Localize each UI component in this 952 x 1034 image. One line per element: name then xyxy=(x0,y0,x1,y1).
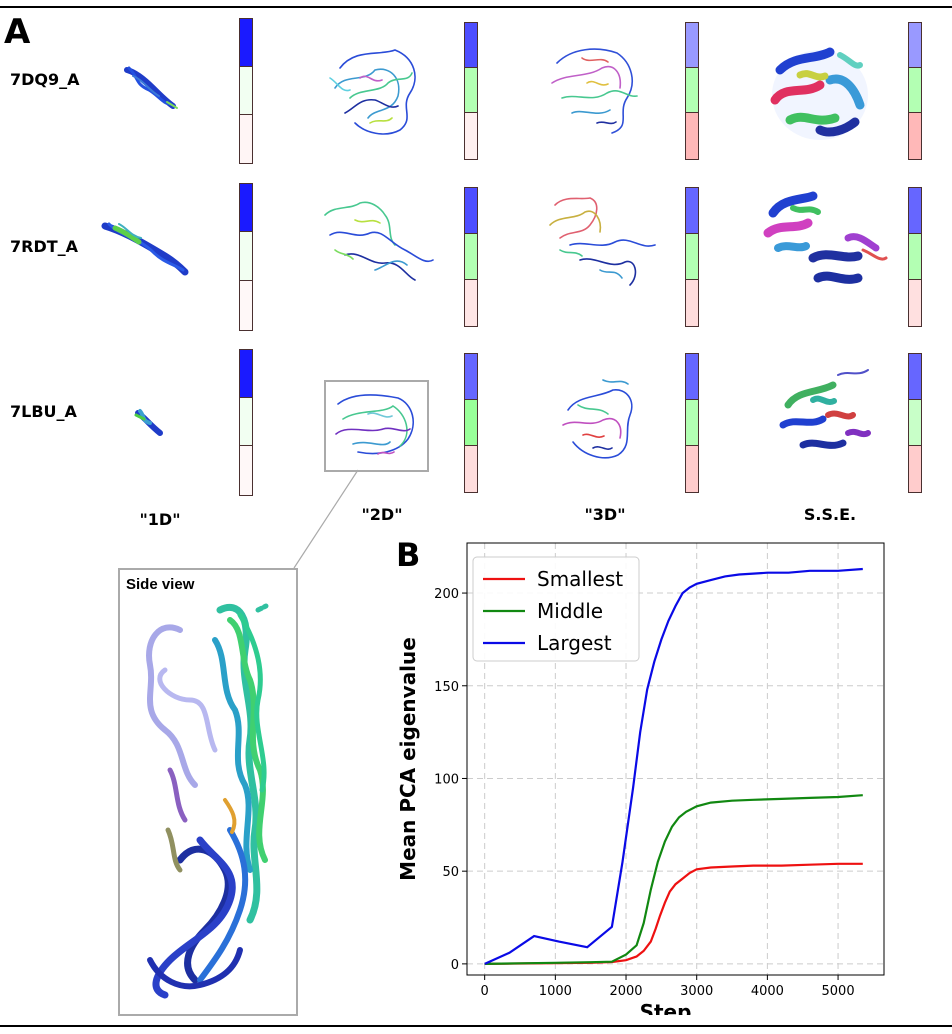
bar-segment xyxy=(240,232,252,281)
col-label-1d: "1D" xyxy=(139,510,181,529)
bar-segment xyxy=(465,188,477,234)
pca-eigenvalue-chart: 0 1000 2000 3000 4000 5000 0 50 100 150 200 Step Mea… xyxy=(396,542,885,1015)
protein-7dq9-1d xyxy=(124,66,178,109)
protein-7lbu-sse xyxy=(779,369,871,449)
bar-7lbu-3d xyxy=(685,353,699,493)
bar-segment xyxy=(909,234,921,280)
series-line-smallest xyxy=(484,862,863,965)
legend-label-largest: Largest xyxy=(537,631,612,655)
x-tick-label: 0 xyxy=(481,984,489,999)
panel-b-label: B xyxy=(396,536,421,574)
panel-a-label: A xyxy=(4,12,31,52)
x-tick-label: 5000 xyxy=(822,984,855,999)
y-tick-label: 50 xyxy=(442,865,459,880)
bar-segment xyxy=(240,350,252,398)
bar-segment xyxy=(240,115,252,163)
x-tick-label: 4000 xyxy=(751,984,784,999)
bar-segment xyxy=(686,354,698,400)
bar-segment xyxy=(465,446,477,492)
protein-7rdt-3d xyxy=(549,197,656,286)
y-tick-label: 0 xyxy=(451,958,459,973)
protein-7rdt-2d xyxy=(324,201,434,281)
bar-segment xyxy=(465,280,477,326)
bar-segment xyxy=(686,234,698,280)
series-line-middle xyxy=(484,794,863,965)
y-axis-label: Mean PCA eigenvalue xyxy=(396,637,420,881)
protein-7lbu-2d xyxy=(335,394,414,455)
row-label-7lbu: 7LBU_A xyxy=(10,402,77,421)
bar-segment xyxy=(240,398,252,446)
bar-segment xyxy=(240,281,252,330)
bar-segment xyxy=(686,400,698,446)
bar-segment xyxy=(240,446,252,495)
bottom-rule xyxy=(0,1025,952,1027)
bar-7dq9-sse xyxy=(908,22,922,160)
top-rule xyxy=(0,6,952,8)
bar-7rdt-1d xyxy=(239,183,253,331)
col-label-3d: "3D" xyxy=(584,505,626,524)
protein-7dq9-3d xyxy=(551,48,638,134)
side-view-render xyxy=(146,603,269,999)
bar-7rdt-2d xyxy=(464,187,478,327)
bar-segment xyxy=(240,67,252,115)
bar-segment xyxy=(465,23,477,68)
y-tick-label: 200 xyxy=(434,587,459,602)
bar-segment xyxy=(909,446,921,492)
x-axis-label: Step xyxy=(640,1000,692,1015)
bar-segment xyxy=(686,113,698,159)
bar-7lbu-1d xyxy=(239,349,253,496)
side-view-inset: Side view xyxy=(118,568,298,1016)
bar-segment xyxy=(686,280,698,326)
col-label-2d: "2D" xyxy=(361,505,403,524)
x-tick-label: 1000 xyxy=(539,984,572,999)
protein-7rdt-1d xyxy=(101,222,189,276)
bar-segment xyxy=(686,446,698,492)
x-tick-label: 2000 xyxy=(609,984,642,999)
row-label-7rdt: 7RDT_A xyxy=(10,237,79,256)
bar-7lbu-2d xyxy=(464,353,478,493)
bar-7rdt-sse xyxy=(908,187,922,327)
legend-label-middle: Middle xyxy=(537,599,603,623)
bar-segment xyxy=(909,23,921,68)
bar-segment xyxy=(909,113,921,159)
bar-segment xyxy=(240,19,252,67)
plot-frame xyxy=(466,542,885,976)
side-view-title: Side view xyxy=(126,576,195,593)
bar-segment xyxy=(465,68,477,113)
bar-segment xyxy=(465,113,477,159)
bar-segment xyxy=(686,68,698,113)
bar-segment xyxy=(909,188,921,234)
bar-segment xyxy=(465,400,477,446)
bar-7rdt-3d xyxy=(685,187,699,327)
bar-segment xyxy=(465,354,477,400)
protein-7lbu-3d xyxy=(562,379,633,459)
bar-7dq9-1d xyxy=(239,18,253,164)
bar-segment xyxy=(465,234,477,280)
protein-7lbu-1d xyxy=(134,409,163,436)
protein-7dq9-sse xyxy=(770,47,868,140)
protein-7dq9-2d xyxy=(329,49,416,135)
bar-segment xyxy=(686,188,698,234)
legend-box xyxy=(472,556,640,662)
legend-label-smallest: Smallest xyxy=(537,567,623,591)
x-tick-label: 3000 xyxy=(680,984,713,999)
protein-7rdt-sse xyxy=(763,191,888,284)
bar-segment xyxy=(686,23,698,68)
bar-7dq9-3d xyxy=(685,22,699,160)
col-label-sse: S.S.E. xyxy=(803,505,857,524)
bar-segment xyxy=(909,354,921,400)
y-tick-label: 150 xyxy=(434,680,459,695)
y-tick-label: 100 xyxy=(434,772,459,787)
bar-7lbu-sse xyxy=(908,353,922,493)
row-label-7dq9: 7DQ9_A xyxy=(10,70,80,89)
bar-7dq9-2d xyxy=(464,22,478,160)
bar-segment xyxy=(909,400,921,446)
bar-segment xyxy=(909,280,921,326)
bar-segment xyxy=(240,184,252,232)
bar-segment xyxy=(909,68,921,113)
series-line-largest xyxy=(484,567,863,965)
zoom-box xyxy=(324,380,429,472)
